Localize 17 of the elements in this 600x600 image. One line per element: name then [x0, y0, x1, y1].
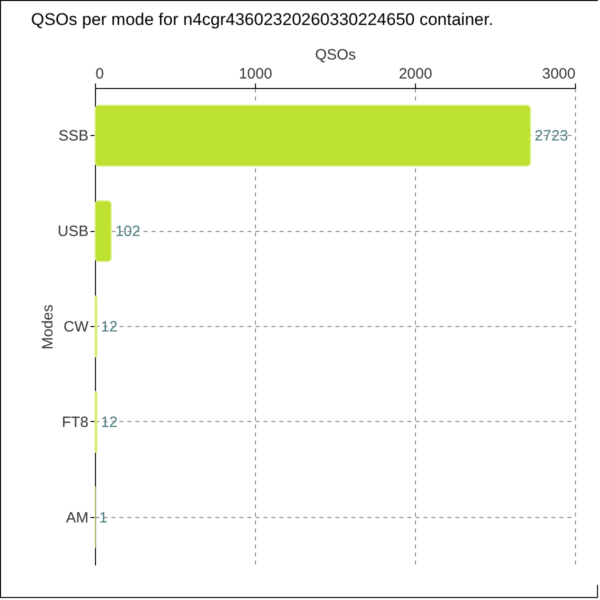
y-axis-title: Modes [40, 304, 57, 350]
y-tick-label: AM [66, 509, 88, 526]
x-tick-label: 1000 [238, 66, 272, 82]
y-tick-label: USB [58, 223, 88, 240]
x-tick-label: 3000 [542, 66, 576, 82]
chart-title: QSOs per mode for n4cgr43602320260330224650 container. [31, 10, 494, 29]
x-axis-title: QSOs [315, 46, 356, 64]
y-tick-label: CW [64, 318, 90, 336]
data-label: 2723 [534, 128, 568, 145]
data-label: 102 [115, 223, 140, 240]
x-tick-label: 2000 [398, 66, 432, 82]
data-label: 1 [99, 509, 108, 526]
data-label: 12 [100, 318, 118, 336]
y-tick-label: SSB [58, 128, 88, 145]
data-label: 12 [100, 414, 118, 431]
x-tick-label: 0 [96, 66, 104, 82]
y-tick-label: FT8 [62, 414, 88, 431]
